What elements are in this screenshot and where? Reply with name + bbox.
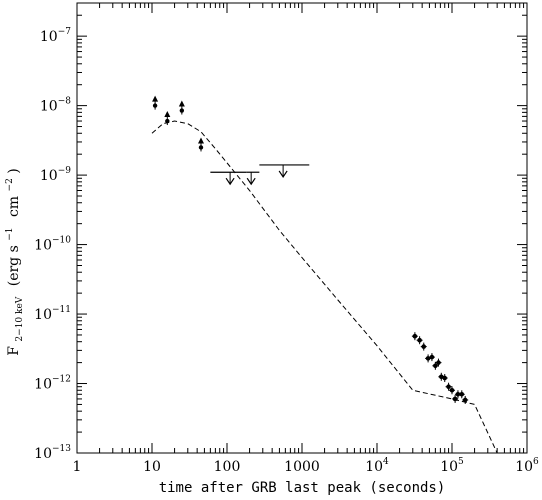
y-axis-label: F 2−10 keV (erg s −1 cm −2 ) [0,168,26,356]
detection-point [445,382,452,391]
detection-point [458,390,465,399]
detection-point [452,394,459,403]
y-axis-label-s-exp: −1 [5,227,15,240]
upper-limit-point [246,171,260,186]
upper-limit-point [259,164,310,179]
detection-point [432,361,439,370]
lower-limit-point [152,95,159,110]
detection-point [435,358,442,367]
y-axis-label-cm-exp: −2 [5,178,15,191]
detection-point [441,374,448,383]
x-tick-label: 100 [214,459,241,475]
y-tick-label: 10−8 [40,97,71,115]
data-layer [151,95,498,454]
detection-point [462,395,469,404]
y-axis-label-main: F [6,346,22,356]
lower-limit-point [164,111,171,126]
y-tick-labels: 10−13 10−12 10−11 10−10 10−9 10−8 10−7 [34,27,71,462]
y-tick-label: 10−12 [34,375,71,393]
y-axis-label-units: (erg s [6,245,22,286]
x-tick-label: 1 [73,459,82,475]
detection-point [428,353,435,362]
y-tick-label: 10−13 [34,444,71,462]
x-tick-label: 10 [143,459,161,475]
x-axis-label: time after GRB last peak (seconds) [159,480,446,496]
detection-point [420,342,427,351]
x-tick-label: 104 [365,457,389,475]
plot-frame [76,2,528,454]
lower-limit-point [178,100,185,115]
y-tick-label: 10−11 [34,305,71,323]
lower-limit-point [197,137,204,152]
y-axis-label-close: ) [6,168,22,173]
model-curve [151,120,498,454]
detection-point [449,386,455,395]
y-axis-label-subscript: 2−10 keV [15,296,25,341]
detection-point [411,332,418,341]
x-tick-label: 106 [515,457,539,475]
y-axis-label-cm: cm [6,196,22,217]
x-tick-label: 105 [440,457,464,475]
y-tick-label: 10−7 [40,27,71,45]
x-tick-labels: 1 10 100 1000 104 105 106 [73,457,540,475]
upper-limit-point [210,171,247,186]
y-tick-label: 10−10 [34,236,71,254]
y-tick-label: 10−9 [40,166,71,184]
detection-point [416,336,423,345]
x-tick-label: 1000 [284,459,320,475]
